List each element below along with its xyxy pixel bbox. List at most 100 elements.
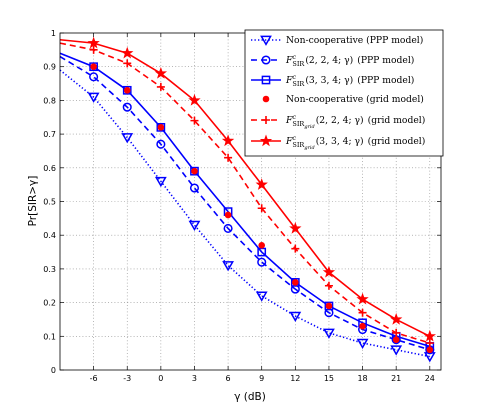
y-tick-label: 0.1: [43, 332, 56, 341]
legend-label: Fc SIRgrid(3, 3, 4; γ) (grid model): [285, 134, 425, 151]
marker-plus: [324, 281, 333, 290]
marker-plus: [190, 116, 199, 125]
x-tick-label: 3: [192, 374, 197, 383]
marker-circle-filled: [224, 211, 232, 219]
marker-circle-open: [189, 183, 200, 193]
marker-triangle-down: [260, 35, 272, 46]
marker-plus: [89, 45, 98, 54]
marker-triangle-down: [356, 338, 369, 349]
x-ticks: -6 -3 0 3 6 9 12 15 18 21 24: [90, 33, 435, 383]
legend-label-sup: c: [292, 113, 296, 121]
series: [59, 36, 436, 342]
marker-circle-open: [257, 257, 267, 267]
legend-label-main: F: [285, 115, 293, 126]
marker-star: [221, 134, 235, 147]
y-tick-label: 0.6: [43, 164, 56, 173]
legend-label-main: F: [285, 136, 293, 147]
marker-circle-filled: [90, 63, 97, 70]
legend-label-args: (2, 2, 4; γ): [316, 115, 364, 126]
marker-circle-filled: [359, 322, 366, 330]
series-line: [59, 52, 431, 348]
legend-label: Fc SIR(3, 3, 4; γ) (PPP model): [285, 73, 414, 88]
marker-triangle-down: [121, 133, 134, 144]
legend-label-tail: (grid model): [368, 115, 426, 126]
marker-star: [390, 312, 403, 325]
y-tick-label: 0.8: [43, 96, 56, 105]
marker-circle-open: [261, 55, 271, 65]
marker-plus: [425, 339, 434, 348]
legend-label-tail: (grid model): [368, 136, 426, 147]
marker-circle-open: [223, 223, 233, 234]
legend-entry: Fc SIR(3, 3, 4; γ) (PPP model): [251, 73, 414, 88]
legend-label-subsub: grid: [304, 145, 314, 151]
marker-triangle-down: [188, 220, 201, 231]
marker-star: [423, 329, 436, 342]
marker-circle-filled: [262, 95, 270, 103]
marker-circle-filled: [191, 167, 198, 175]
marker-square-open: [89, 62, 98, 72]
marker-star: [356, 292, 369, 305]
marker-triangle-down: [87, 92, 100, 103]
legend-label-sub: SIR: [292, 60, 305, 68]
marker-triangle-down: [154, 176, 167, 188]
marker-star: [259, 134, 273, 147]
legend-entry: Fc SIRgrid(2, 2, 4; γ) (grid model): [251, 113, 425, 130]
legend-label-args: (3, 3, 4; γ): [316, 136, 364, 147]
marker-star: [255, 178, 268, 190]
marker-square-open: [122, 85, 132, 95]
marker-star: [87, 36, 100, 49]
series-group: [59, 36, 436, 363]
legend-label-sub: SIR: [292, 141, 305, 149]
legend-label-args: (3, 3, 4; γ): [305, 75, 353, 86]
legend-label-tail: (PPP model): [357, 75, 414, 86]
legend-label-main: Non-cooperative (PPP model): [286, 35, 423, 46]
y-ticks: 0 0.1 0.2 0.3 0.4 0.5 0.6 0.7 0.8 0.9 1: [43, 29, 441, 375]
y-axis-label: Pr[SIR>γ]: [27, 176, 39, 227]
marker-plus: [123, 59, 132, 68]
marker-circle-filled: [258, 242, 266, 249]
legend-entry: Non-cooperative (PPP model): [251, 35, 423, 46]
legend-label-sup: c: [292, 134, 296, 142]
marker-circle-open: [89, 72, 99, 82]
marker-square-open: [156, 123, 166, 132]
marker-square-open: [190, 166, 199, 176]
legend-label: Non-cooperative (grid model): [286, 94, 424, 105]
legend-label-sub: SIR: [292, 120, 305, 128]
x-tick-label: 21: [391, 374, 401, 383]
x-tick-label: 18: [357, 374, 367, 383]
y-tick-label: 0.9: [43, 63, 56, 72]
legend-label-subsub: grid: [304, 124, 314, 130]
legend-label-tail: (PPP model): [357, 55, 414, 66]
x-tick-label: 12: [290, 374, 300, 383]
marker-star: [322, 265, 336, 278]
marker-circle-filled: [392, 336, 400, 343]
marker-triangle-down: [289, 311, 302, 322]
legend-label-main: F: [285, 75, 293, 86]
marker-triangle-down: [390, 345, 403, 356]
x-tick-label: 6: [226, 374, 231, 383]
legend: Non-cooperative (PPP model)Fc SIR(2, 2, 4…: [244, 29, 444, 157]
y-tick-label: 0: [51, 366, 56, 375]
marker-circle-filled: [157, 124, 165, 131]
x-tick-label: 0: [158, 374, 163, 383]
marker-plus: [291, 244, 300, 253]
marker-circle-filled: [123, 86, 131, 94]
legend-entry: Non-cooperative (grid model): [262, 94, 424, 105]
legend-label-sup: c: [292, 73, 296, 81]
y-tick-label: 0.2: [43, 299, 56, 308]
y-tick-label: 0.3: [43, 265, 56, 274]
marker-star: [154, 66, 168, 79]
marker-circle-filled: [292, 279, 299, 286]
legend-label-args: (2, 2, 4; γ): [305, 55, 353, 66]
legend-label: Non-cooperative (PPP model): [286, 35, 423, 46]
marker-square-open: [324, 301, 334, 311]
marker-square-open: [290, 278, 300, 287]
legend-label-main: F: [285, 55, 293, 66]
marker-plus: [156, 82, 165, 91]
marker-circle-filled: [426, 346, 434, 354]
marker-square-open: [261, 75, 271, 85]
y-tick-label: 0.7: [43, 130, 56, 139]
marker-star: [188, 93, 201, 106]
legend-label: Fc SIR(2, 2, 4; γ) (PPP model): [285, 53, 414, 68]
